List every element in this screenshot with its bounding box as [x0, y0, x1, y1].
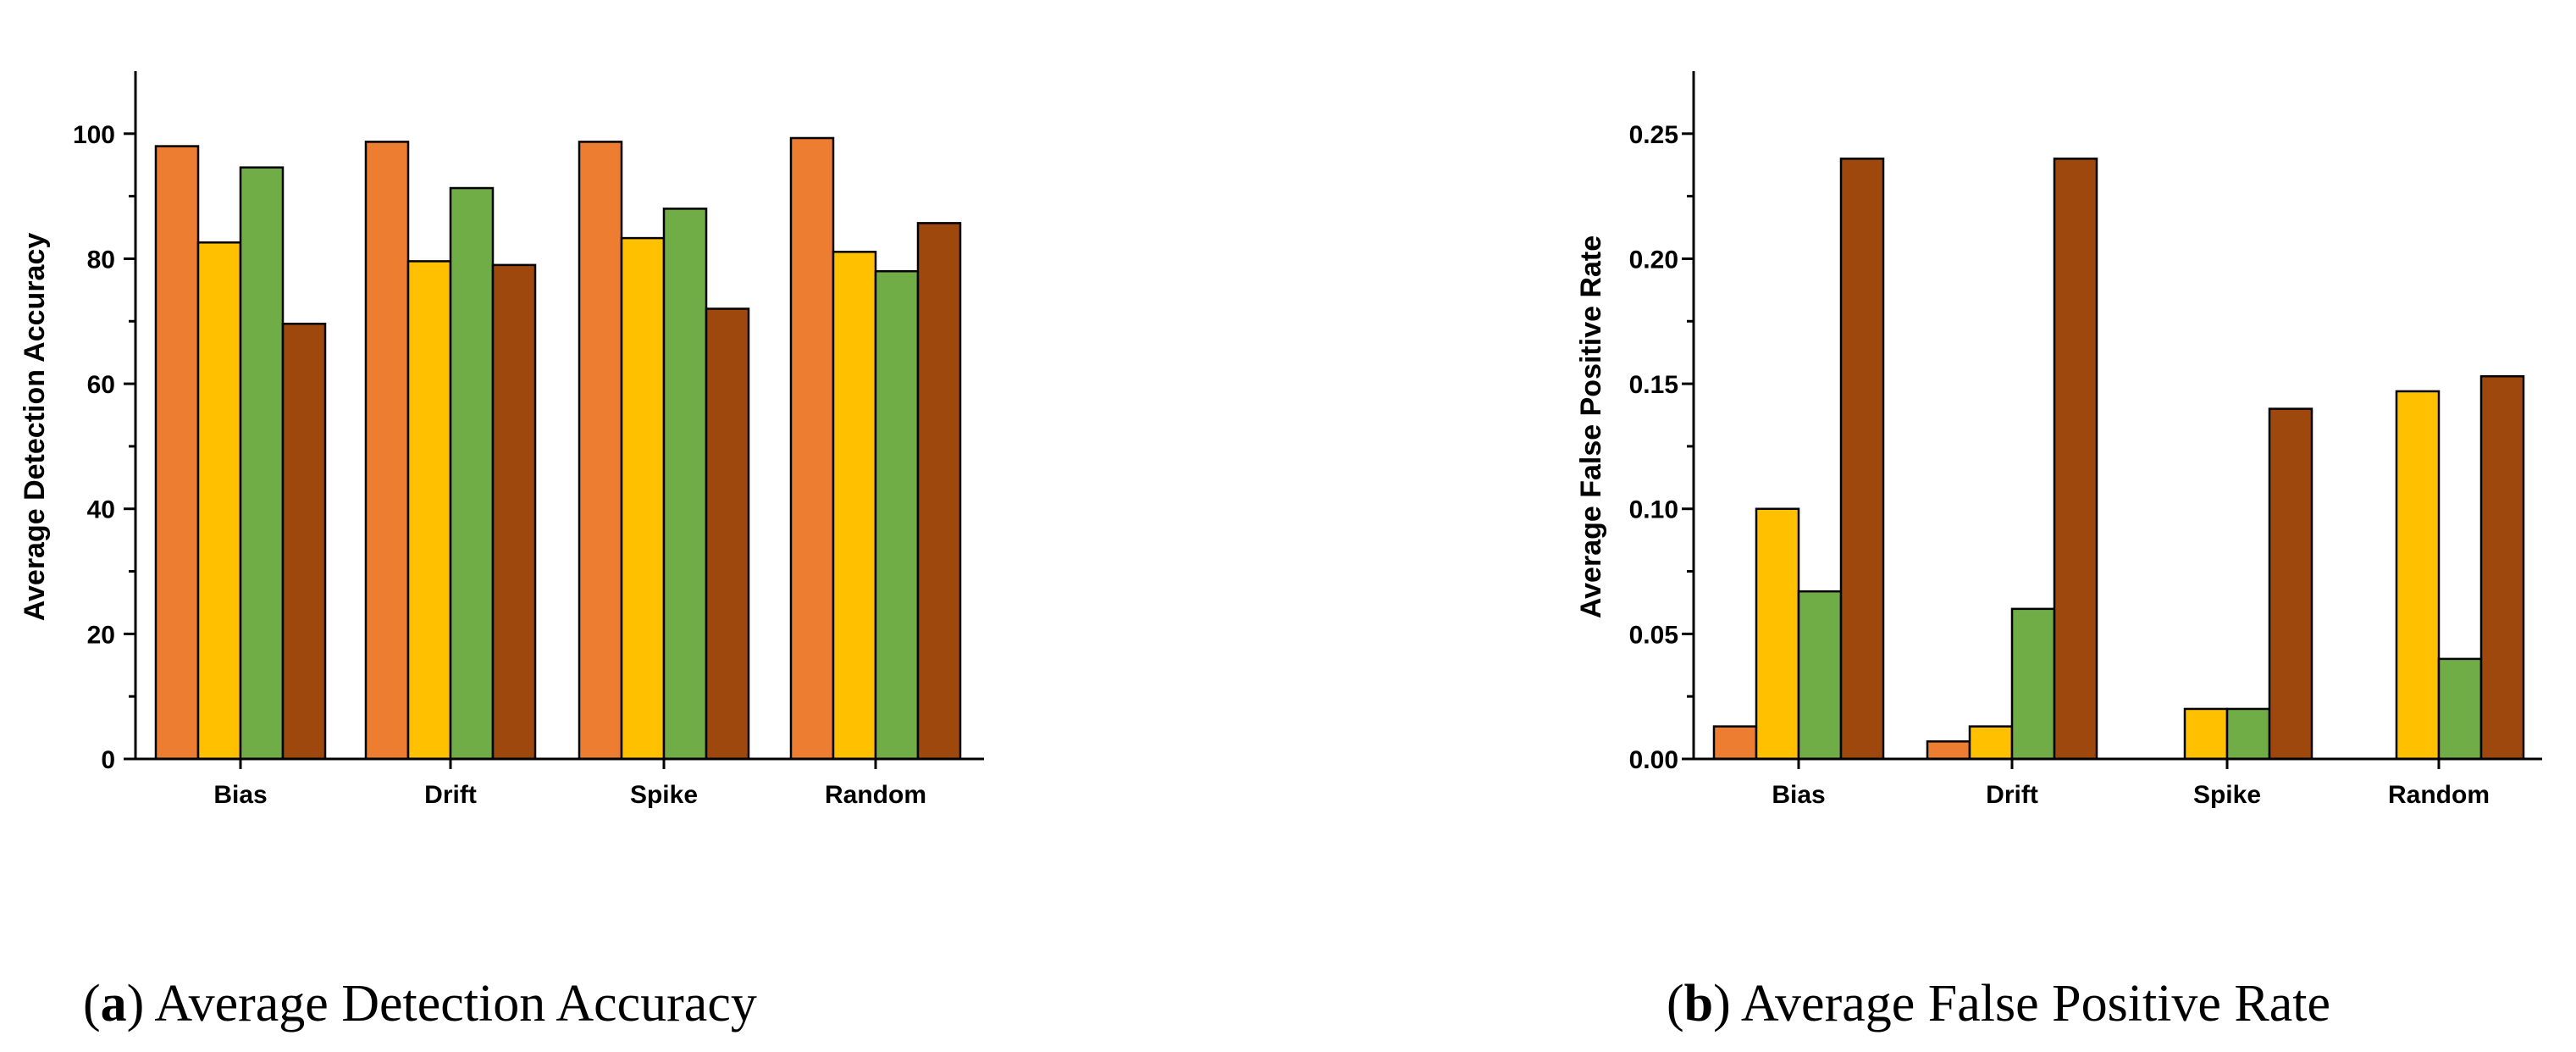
- chart-b-y-tick-label: 0.20: [1629, 246, 1678, 274]
- chart-a-y-tick-label: 40: [87, 496, 115, 524]
- chart-a-x-tick-label-random: Random: [825, 781, 926, 809]
- chart-b-bar-lvq2-drift: [1926, 740, 1971, 761]
- chart-b-bar-pnn-bias: [1797, 590, 1843, 761]
- chart-a-bar-pnn-bias: [239, 166, 285, 761]
- chart-b-bar-apnn-bias: [1755, 507, 1800, 761]
- chart-a-bar-pnn-random: [874, 269, 920, 761]
- chart-a-bar-apnn-drift: [406, 260, 452, 761]
- chart-a-bar-pnn-spike: [662, 208, 708, 761]
- chart-a-bar-apnn-spike: [620, 236, 666, 761]
- chart-b-bar-lvq2-bias: [1712, 725, 1758, 761]
- chart-a-x-tick-label-spike: Spike: [630, 781, 698, 809]
- chart-b-bar-rbf-random: [2479, 374, 2525, 761]
- chart-b-bar-apnn-drift: [1968, 725, 2014, 761]
- chart-a-x-tick-label-drift: Drift: [424, 781, 477, 809]
- chart-b-plot: 0.00 0.05 0.10 0.15 0.20 0.25 Bias Drift Spike Ra…: [1629, 71, 2542, 809]
- chart-a-bar-lvq2-bias: [154, 145, 200, 761]
- chart-b-bar-rbf-spike: [2268, 407, 2313, 761]
- chart-b-x-tick-label-spike: Spike: [2193, 781, 2261, 809]
- chart-b-bar-rbf-bias: [1839, 158, 1885, 761]
- chart-b-y-axis-title: Average False Positive Rate: [1575, 235, 1607, 618]
- chart-b-bar-pnn-drift: [2010, 607, 2056, 761]
- chart-b-bar-pnn-random: [2437, 657, 2483, 761]
- chart-b-y-tick-label: 0.15: [1629, 371, 1678, 399]
- chart-a-bar-rbf-drift: [491, 263, 537, 761]
- chart-a-y-tick-label: 100: [73, 121, 115, 149]
- chart-a-bar-lvq2-spike: [578, 141, 623, 761]
- chart-b-caption-text: Average False Positive Rate: [1741, 975, 2330, 1033]
- chart-b-bar-rbf-drift: [2053, 158, 2098, 761]
- chart-a-x-tick-label-bias: Bias: [213, 781, 267, 809]
- chart-a-bar-lvq2-random: [789, 136, 835, 761]
- chart-b-bar-apnn-spike: [2183, 707, 2229, 761]
- chart-a-caption: (a) Average Detection Accuracy: [83, 975, 757, 1033]
- chart-a-bar-pnn-drift: [449, 186, 495, 761]
- chart-a-caption-letter: a: [101, 975, 127, 1033]
- chart-a-caption-text: Average Detection Accuracy: [154, 975, 756, 1033]
- chart-b-caption: (b) Average False Positive Rate: [1667, 975, 2330, 1033]
- chart-b-x-tick-label-bias: Bias: [1772, 781, 1825, 809]
- chart-a-plot: 0 20 40 60 80 100 Bias Drift Spike Random: [73, 71, 984, 809]
- chart-a-y-axis-title: Average Detection Accuracy: [19, 233, 51, 622]
- chart-a-y-tick-label: 80: [87, 246, 115, 274]
- chart-a-y-tick-label: 0: [101, 746, 115, 774]
- chart-a-bar-apnn-bias: [196, 241, 242, 761]
- chart-b-y-tick-label: 0.25: [1629, 121, 1678, 149]
- chart-b-caption-letter: b: [1684, 975, 1713, 1033]
- chart-b-y-tick-label: 0.00: [1629, 746, 1678, 774]
- chart-a-bar-lvq2-drift: [364, 141, 410, 761]
- chart-panel-b: 0.00 0.05 0.10 0.15 0.20 0.25 Bias Drift Spike Ra…: [1575, 71, 2542, 1033]
- chart-a-bar-apnn-random: [832, 251, 877, 761]
- chart-b-bar-pnn-spike: [2225, 707, 2271, 761]
- chart-b-y-tick-label: 0.10: [1629, 496, 1678, 524]
- chart-panel-a: 0 20 40 60 80 100 Bias Drift Spike Random Average…: [19, 71, 984, 1033]
- chart-a-bar-rbf-bias: [281, 322, 327, 761]
- chart-b-y-tick-label: 0.05: [1629, 621, 1678, 649]
- chart-b-bar-apnn-random: [2395, 390, 2441, 761]
- chart-a-bar-rbf-random: [916, 222, 962, 761]
- chart-a-y-tick-label: 60: [87, 371, 115, 399]
- chart-b-x-tick-label-random: Random: [2388, 781, 2490, 809]
- chart-a-y-tick-label: 20: [87, 621, 115, 649]
- chart-b-x-tick-label-drift: Drift: [1986, 781, 2038, 809]
- chart-a-bar-rbf-spike: [705, 307, 750, 761]
